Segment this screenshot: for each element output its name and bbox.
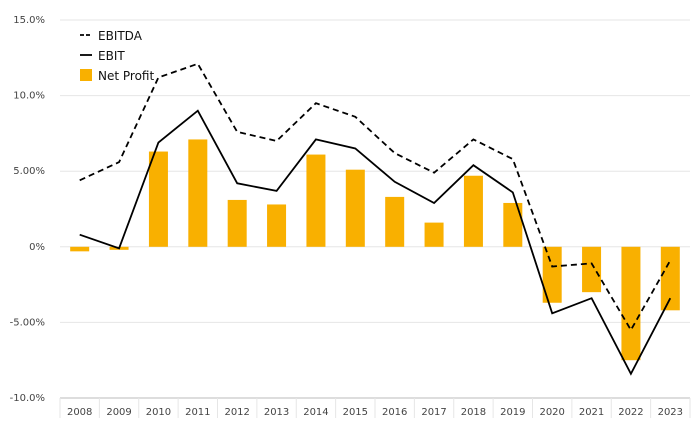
- legend-swatch-net-profit: [80, 69, 92, 81]
- y-tick-label: 15.0%: [13, 15, 45, 26]
- line-series: [79, 62, 672, 376]
- net-profit-bar: [148, 151, 168, 247]
- x-tick-label: 2010: [146, 407, 171, 418]
- x-tick-label: 2011: [185, 407, 210, 418]
- net-profit-bar: [188, 139, 208, 247]
- y-tick-label: -10.0%: [10, 393, 45, 404]
- x-tick-label: 2013: [264, 407, 289, 418]
- ebit-line: [79, 109, 672, 376]
- x-tick-label: 2008: [67, 407, 92, 418]
- x-tick-label: 2017: [421, 407, 446, 418]
- x-tick-label: 2015: [343, 407, 368, 418]
- net-profit-bar: [660, 246, 680, 311]
- legend-label-ebitda: EBITDA: [98, 29, 143, 43]
- x-tick-label: 2018: [461, 407, 486, 418]
- y-tick-label: 10.0%: [13, 91, 45, 102]
- net-profit-bar: [385, 196, 405, 247]
- legend-label-ebit: EBIT: [98, 49, 125, 63]
- net-profit-bar: [424, 222, 444, 247]
- net-profit-bar: [227, 199, 247, 247]
- y-tick-label: 5.00%: [13, 166, 45, 177]
- net-profit-bars: [70, 139, 680, 361]
- x-tick-label: 2012: [224, 407, 249, 418]
- net-profit-bar: [463, 175, 483, 247]
- ebitda-line: [79, 62, 672, 332]
- x-tick-label: 2021: [579, 407, 604, 418]
- net-profit-bar: [267, 204, 287, 247]
- y-tick-label: -5.00%: [10, 317, 45, 328]
- net-profit-bar: [503, 202, 523, 247]
- net-profit-bar: [542, 246, 562, 303]
- x-tick-label: 2023: [658, 407, 683, 418]
- net-profit-bar: [70, 246, 90, 252]
- x-tick-label: 2019: [500, 407, 525, 418]
- net-profit-bar: [306, 154, 326, 247]
- x-tick-label: 2014: [303, 407, 328, 418]
- net-profit-bar: [345, 169, 365, 247]
- axes: 15.0% 10.0% 5.00% 0% -5.00% -10.0% 2008 2009 201…: [10, 15, 691, 418]
- net-profit-bar: [621, 246, 641, 361]
- x-tick-label: 2022: [618, 407, 643, 418]
- x-tick-label: 2016: [382, 407, 407, 418]
- x-tick-label: 2020: [539, 407, 564, 418]
- y-tick-label: 0%: [29, 242, 45, 253]
- x-tick-label: 2009: [106, 407, 131, 418]
- legend: EBITDA EBIT Net Profit: [80, 29, 154, 83]
- legend-label-net-profit: Net Profit: [98, 69, 154, 83]
- net-profit-bar: [582, 246, 602, 293]
